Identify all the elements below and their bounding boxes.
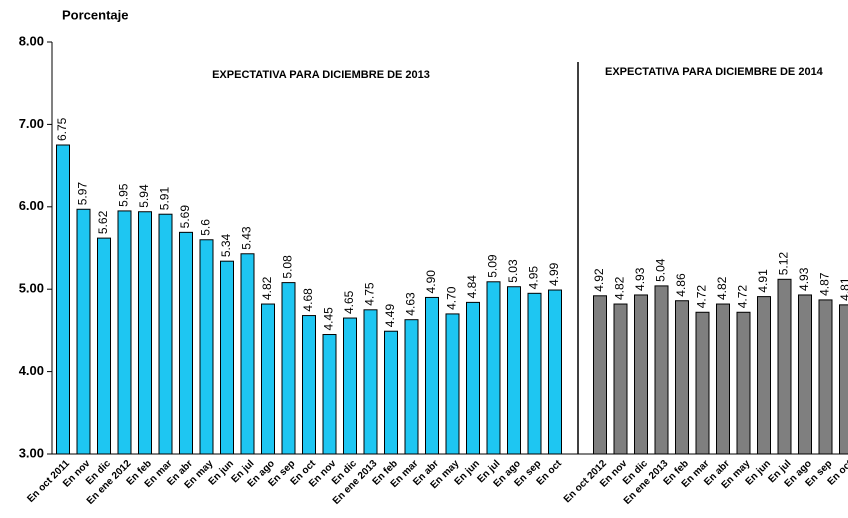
bar: [240, 253, 255, 455]
value-label: 4.68: [301, 288, 315, 312]
value-label: 4.99: [547, 262, 561, 286]
bar: [675, 300, 689, 455]
y-axis-label: Porcentaje: [62, 7, 128, 22]
bar: [281, 282, 296, 455]
value-label: 6.75: [55, 117, 69, 141]
value-label: 5.04: [654, 258, 668, 282]
bar: [798, 294, 812, 455]
value-label: 4.63: [404, 292, 418, 316]
group-title: EXPECTATIVA PARA DICIEMBRE DE 2013: [212, 69, 430, 81]
bar: [445, 313, 460, 455]
value-label: 5.34: [219, 234, 233, 258]
value-label: 4.95: [527, 266, 541, 290]
bar: [261, 303, 275, 455]
bar: [343, 317, 357, 455]
bar: [466, 301, 480, 455]
value-label: 5.12: [777, 252, 791, 276]
bar: [302, 315, 316, 455]
bar: [548, 289, 562, 455]
value-label: 4.45: [322, 307, 336, 331]
bar: [777, 278, 792, 455]
bar: [97, 237, 111, 455]
value-label: 4.72: [736, 285, 750, 309]
bar: [199, 239, 214, 455]
value-label: 4.49: [383, 304, 397, 328]
bar: [593, 295, 607, 455]
value-label: 4.92: [592, 268, 606, 292]
value-label: 5.94: [137, 184, 151, 208]
bar: [716, 303, 730, 455]
bar: [322, 334, 337, 455]
value-label: 5.95: [117, 183, 131, 207]
y-tick-label: 4.00: [19, 363, 44, 378]
y-tick-label: 3.00: [19, 445, 44, 460]
value-label: 5.03: [506, 259, 520, 283]
bar: [56, 144, 70, 455]
value-label: 5.43: [240, 226, 254, 250]
value-label: 4.81: [838, 277, 848, 301]
bar: [158, 213, 173, 455]
y-tick-label: 7.00: [19, 116, 44, 131]
value-label: 5.62: [96, 210, 110, 234]
bar: [507, 286, 521, 455]
value-label: 4.93: [797, 267, 811, 291]
value-label: 4.91: [756, 269, 770, 293]
value-label: 5.97: [76, 182, 90, 206]
value-label: 5.09: [486, 254, 500, 278]
value-label: 4.87: [818, 272, 832, 296]
value-label: 5.6: [199, 219, 213, 236]
value-label: 4.70: [445, 286, 459, 310]
bar: [117, 210, 132, 455]
group-title: EXPECTATIVA PARA DICIEMBRE DE 2014: [605, 66, 824, 78]
value-label: 4.86: [674, 273, 688, 297]
bar: [695, 311, 710, 455]
bar: [757, 296, 771, 455]
bar: [363, 309, 378, 455]
value-label: 4.65: [342, 290, 356, 314]
bar: [527, 292, 542, 455]
value-label: 4.82: [715, 276, 729, 300]
value-label: 5.08: [281, 255, 295, 279]
bar: [654, 285, 669, 455]
bar: [138, 211, 152, 455]
value-label: 5.69: [178, 205, 192, 229]
bar: [736, 311, 751, 455]
bar: [818, 299, 833, 455]
value-label: 4.75: [363, 282, 377, 306]
bar: [179, 231, 193, 455]
y-tick-label: 8.00: [19, 33, 44, 48]
bar: [486, 281, 501, 455]
value-label: 4.82: [260, 276, 274, 300]
bar: [634, 294, 648, 455]
y-tick-label: 5.00: [19, 281, 44, 296]
value-label: 4.72: [695, 285, 709, 309]
y-tick-label: 6.00: [19, 198, 44, 213]
bar: [76, 208, 91, 455]
value-label: 4.93: [633, 267, 647, 291]
bar: [220, 260, 234, 455]
bar: [425, 296, 439, 455]
bar: [404, 319, 419, 455]
value-label: 4.84: [465, 275, 479, 299]
bar: [839, 304, 848, 455]
bar: [384, 330, 398, 455]
value-label: 4.82: [613, 276, 627, 300]
bar: [613, 303, 628, 455]
value-label: 5.91: [158, 187, 172, 211]
value-label: 4.90: [424, 270, 438, 294]
